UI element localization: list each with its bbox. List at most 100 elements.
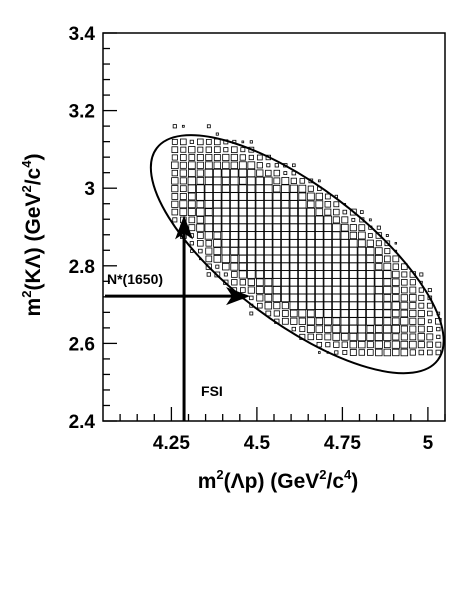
- histogram-box: [401, 271, 408, 278]
- histogram-box: [204, 200, 214, 209]
- histogram-box: [340, 278, 350, 287]
- histogram-box: [231, 271, 238, 278]
- histogram-box: [351, 217, 356, 222]
- histogram-box: [332, 333, 341, 341]
- fsi-arrow-head: [175, 215, 194, 240]
- histogram-box: [230, 153, 238, 162]
- histogram-box: [289, 293, 299, 303]
- histogram-box: [357, 324, 367, 334]
- histogram-box: [383, 324, 392, 334]
- histogram-box: [315, 192, 323, 201]
- histogram-box: [171, 154, 178, 161]
- annotations: N*(1650) FSI: [105, 215, 251, 421]
- histogram-box: [230, 254, 239, 263]
- histogram-box: [181, 124, 185, 128]
- histogram-box: [342, 209, 348, 215]
- histogram-box: [400, 294, 408, 302]
- histogram-box: [231, 146, 238, 153]
- histogram-box: [187, 184, 196, 193]
- histogram-box: [340, 246, 350, 256]
- histogram-box: [306, 285, 316, 295]
- histogram-box: [230, 247, 239, 256]
- y-title-sup3: 4: [19, 160, 34, 168]
- histogram-box: [418, 287, 424, 293]
- histogram-box: [315, 254, 324, 264]
- histogram-box: [289, 231, 299, 240]
- y-tick-label: 3: [84, 179, 95, 200]
- histogram-box: [435, 349, 442, 356]
- histogram-box: [307, 200, 315, 208]
- histogram-box: [392, 317, 400, 326]
- histogram-box: [289, 207, 298, 217]
- histogram-box: [249, 311, 254, 316]
- histogram-box: [426, 333, 434, 341]
- histogram-box: [298, 278, 307, 287]
- histogram-box: [255, 231, 265, 240]
- histogram-box: [213, 207, 222, 217]
- histogram-box: [247, 223, 256, 232]
- histogram-box: [204, 161, 213, 170]
- histogram-box: [272, 239, 282, 248]
- x-title-mid: (Λp) (GeV: [224, 470, 320, 493]
- histogram-box: [265, 169, 272, 177]
- histogram-box: [204, 223, 214, 232]
- histogram-box: [230, 231, 239, 240]
- histogram-box: [392, 278, 400, 287]
- histogram-box: [349, 208, 357, 216]
- histogram-box: [332, 254, 341, 264]
- histogram-box: [357, 285, 367, 295]
- histogram-box: [391, 324, 400, 334]
- histogram-box: [409, 279, 416, 286]
- histogram-box: [426, 341, 433, 348]
- histogram-box: [249, 140, 253, 144]
- histogram-box: [323, 270, 333, 279]
- histogram-box: [298, 270, 307, 279]
- histogram-box: [383, 285, 392, 295]
- histogram-box: [325, 342, 331, 348]
- histogram-box: [366, 317, 375, 326]
- histogram-box: [281, 239, 290, 248]
- histogram-box: [247, 200, 256, 209]
- histogram-box: [332, 278, 341, 287]
- histogram-box: [230, 176, 239, 186]
- histogram-box: [385, 234, 389, 237]
- histogram-box: [374, 309, 384, 318]
- histogram-box: [238, 254, 247, 263]
- histogram-box: [281, 310, 289, 317]
- histogram-box: [426, 326, 433, 332]
- histogram-box: [315, 215, 324, 225]
- histogram-box: [196, 169, 204, 177]
- histogram-box: [417, 341, 425, 349]
- histogram-box: [179, 154, 187, 161]
- histogram-box: [417, 333, 426, 341]
- histogram-box: [324, 193, 331, 200]
- histogram-box: [392, 286, 400, 294]
- histogram-box: [383, 332, 392, 341]
- histogram-box: [427, 319, 432, 324]
- histogram-box: [197, 138, 204, 146]
- histogram-box: [289, 270, 299, 279]
- histogram-box: [230, 161, 238, 169]
- histogram-box: [349, 349, 357, 356]
- histogram-box: [289, 254, 299, 264]
- histogram-box: [281, 317, 289, 325]
- histogram-box: [247, 215, 256, 225]
- histogram-box: [298, 215, 307, 225]
- histogram-box: [205, 146, 212, 153]
- histogram-box: [349, 301, 358, 310]
- histogram-box: [392, 255, 400, 263]
- histogram-box: [281, 184, 290, 193]
- histogram-box: [247, 176, 256, 186]
- histogram-box: [323, 301, 333, 310]
- histogram-box: [315, 325, 324, 333]
- histogram-box: [426, 302, 433, 309]
- histogram-box: [332, 317, 341, 326]
- histogram-box: [238, 262, 247, 271]
- histogram-box: [357, 246, 367, 256]
- histogram-box: [204, 215, 214, 225]
- histogram-box: [289, 246, 299, 256]
- histogram-box: [306, 254, 316, 264]
- histogram-box: [240, 287, 246, 293]
- histogram-box: [383, 255, 391, 263]
- histogram-box: [349, 309, 358, 318]
